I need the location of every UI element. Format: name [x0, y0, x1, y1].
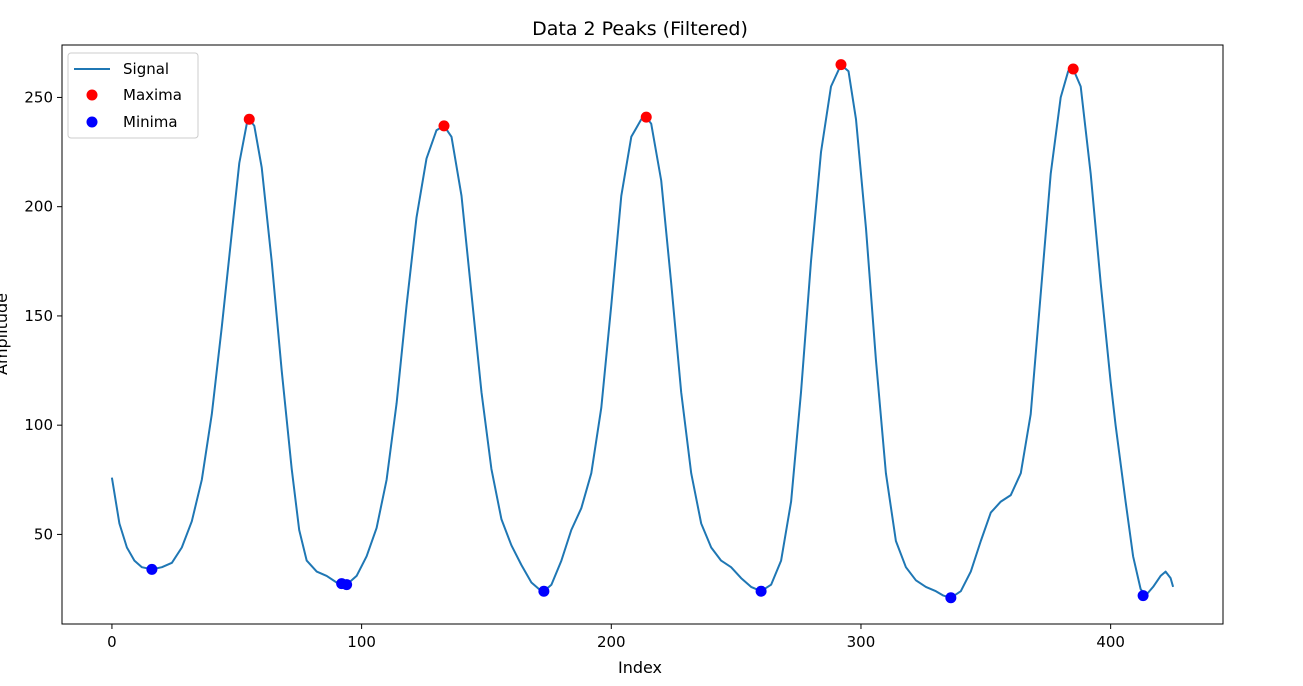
legend-signal-label: Signal: [123, 60, 169, 78]
maxima-point: [1067, 63, 1079, 75]
minima-point: [146, 563, 158, 575]
x-tick-label: 400: [1096, 633, 1125, 651]
y-tick-label: 250: [24, 88, 53, 106]
legend-minima-label: Minima: [123, 113, 178, 131]
maxima-point: [640, 111, 652, 123]
x-axis-label: Index: [618, 658, 662, 677]
maxima-point: [835, 59, 847, 71]
legend: Signal Maxima Minima: [67, 52, 199, 139]
minima-point: [945, 592, 957, 604]
y-tick-label: 150: [24, 307, 53, 325]
y-tick-label: 100: [24, 416, 53, 434]
x-tick-label: 300: [847, 633, 876, 651]
chart-title: Data 2 Peaks (Filtered): [532, 18, 748, 40]
legend-minima-swatch: [86, 116, 98, 128]
legend-box: [67, 52, 199, 139]
maxima-point: [438, 120, 450, 132]
maxima-point: [243, 113, 255, 125]
plot-area: [110, 59, 1175, 604]
legend-maxima-swatch: [86, 89, 98, 101]
minima-point: [1137, 590, 1149, 602]
minima-point: [755, 585, 767, 597]
x-tick-label: 100: [347, 633, 376, 651]
y-tick-label: 50: [34, 525, 53, 543]
y-tick-label: 200: [24, 198, 53, 216]
axes-frame: [61, 44, 1224, 625]
y-axis: 50 100 150 200 250: [24, 88, 62, 543]
x-tick-label: 200: [597, 633, 626, 651]
y-axis-label: Amplitude: [0, 293, 11, 375]
legend-maxima-label: Maxima: [123, 86, 182, 104]
x-tick-label: 0: [107, 633, 117, 651]
x-axis: 0 100 200 300 400: [107, 624, 1125, 651]
minima-point: [341, 579, 353, 591]
minima-point: [538, 585, 550, 597]
